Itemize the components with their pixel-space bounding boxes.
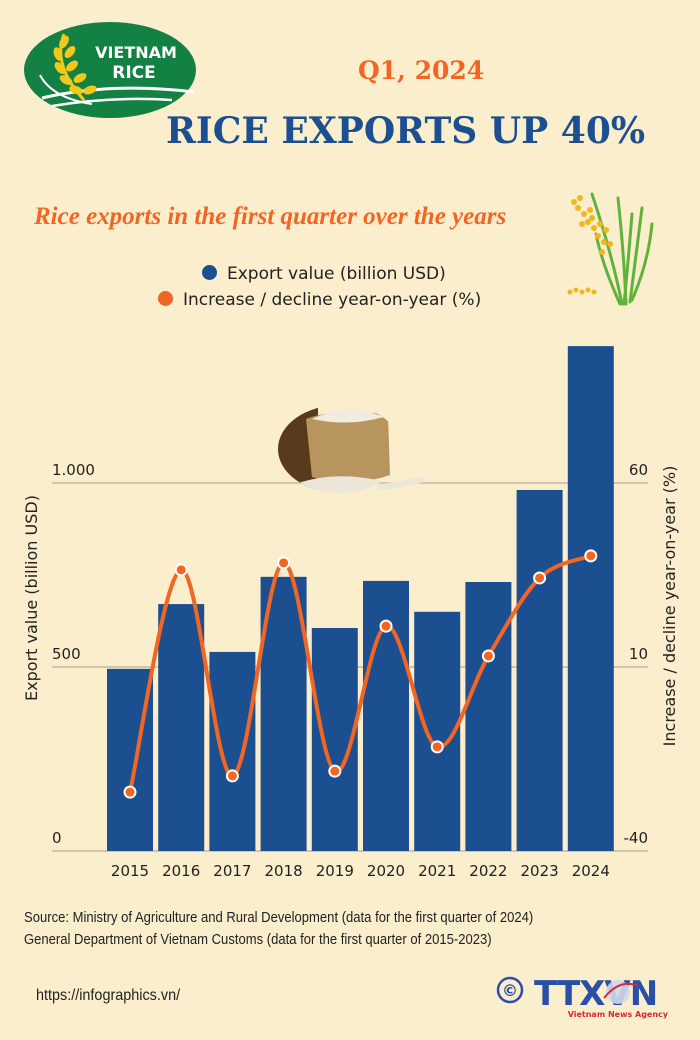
svg-text:VIETNAM: VIETNAM [95, 43, 177, 62]
page-title: RICE EXPORTS UP 40% [166, 110, 646, 152]
x-tick-label: 2017 [213, 862, 251, 880]
y2-tick-label: 10 [629, 645, 648, 663]
point-2017 [225, 769, 239, 783]
vietnam-rice-logo: VIETNAM RICE [22, 20, 198, 120]
y2-tick-label: 60 [629, 461, 648, 479]
legend-label: Increase / decline year-on-year (%) [183, 290, 482, 310]
y-axis-title: Export value (billion USD) [22, 495, 41, 701]
legend-item-export-value: Export value (billion USD) [202, 264, 446, 284]
legend-item-yoy-change: Increase / decline year-on-year (%) [158, 290, 481, 310]
point-2021 [430, 740, 444, 754]
x-tick-label: 2022 [469, 862, 507, 880]
bar-2018 [260, 576, 307, 851]
point-2019 [328, 764, 342, 778]
rice-plant-icon [562, 184, 658, 308]
y-tick-label: 1.000 [52, 461, 95, 479]
y2-tick-label: -40 [624, 829, 649, 847]
chart-subtitle: Rice exports in the first quarter over t… [34, 203, 507, 230]
svg-text:RICE: RICE [112, 63, 156, 83]
source-line-1: Source: Ministry of Agriculture and Rura… [24, 910, 534, 926]
quarter-label: Q1, 2024 [358, 56, 485, 85]
point-2022 [481, 649, 495, 663]
x-tick-label: 2024 [572, 862, 610, 880]
point-2023 [533, 571, 547, 585]
legend-label: Export value (billion USD) [227, 264, 446, 284]
x-tick-label: 2021 [418, 862, 456, 880]
point-2015 [123, 785, 137, 799]
bar-2016 [158, 604, 205, 851]
axis-ticks: 0 -40 500 10 1.000 60 [52, 461, 648, 847]
legend-dot-blue-icon [202, 265, 217, 280]
x-tick-label: 2015 [111, 862, 149, 880]
rice-sack-image [278, 397, 428, 497]
point-2018 [277, 556, 291, 570]
ttxvn-logo: © TTXVN Vietnam News Agency [494, 972, 674, 1022]
copyright-icon: © [502, 981, 518, 1000]
x-tick-label: 2016 [162, 862, 200, 880]
bar-2022 [465, 581, 512, 851]
bar-2023 [516, 489, 563, 851]
y2-axis-title: Increase / decline year-on-year (%) [660, 466, 679, 747]
website-link[interactable]: https://infographics.vn/ [36, 987, 181, 1004]
point-2016 [174, 563, 188, 577]
line-points [123, 549, 598, 799]
bar-2017 [209, 651, 256, 851]
x-tick-label: 2018 [265, 862, 303, 880]
source-line-2: General Department of Vietnam Customs (d… [24, 932, 492, 948]
legend-dot-orange-icon [158, 291, 173, 306]
point-2024 [584, 549, 598, 563]
x-axis-labels: 2015 2016 2017 2018 2019 2020 2021 2022 2023 2024 [111, 862, 610, 880]
bar-2024 [567, 346, 614, 851]
svg-text:Vietnam News Agency: Vietnam News Agency [568, 1010, 669, 1019]
svg-text:TTXVN: TTXVN [534, 974, 657, 1014]
x-tick-label: 2023 [521, 862, 559, 880]
x-tick-label: 2019 [316, 862, 354, 880]
point-2020 [379, 619, 393, 633]
combo-chart: 0 -40 500 10 1.000 60 2015 2016 2017 2018 2019 202… [22, 346, 679, 880]
y-tick-label: 500 [52, 645, 81, 663]
x-tick-label: 2020 [367, 862, 405, 880]
y-tick-label: 0 [52, 829, 62, 847]
